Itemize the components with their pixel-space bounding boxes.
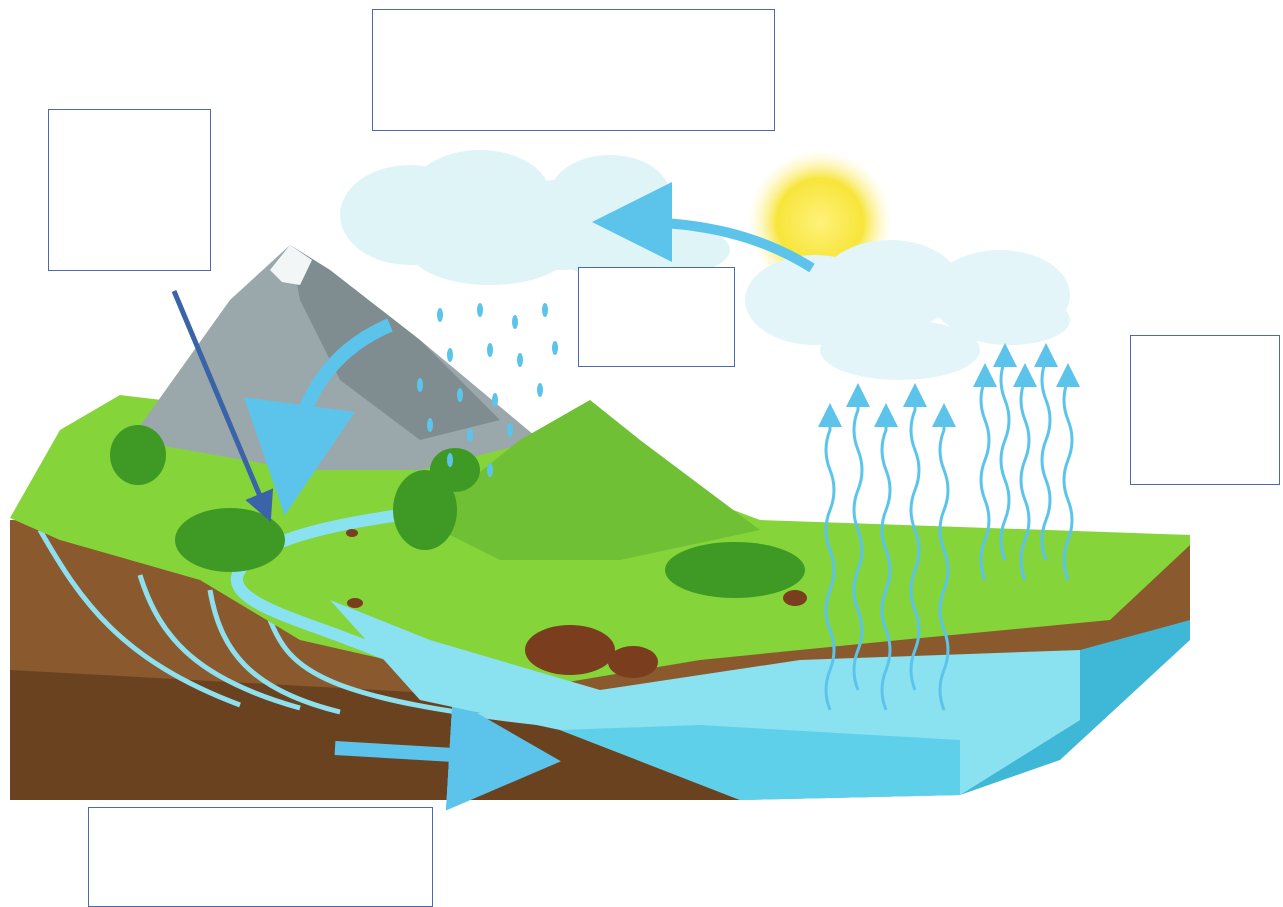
- mountain-shade: [290, 245, 500, 440]
- runoff-arrow: [243, 318, 393, 516]
- lake-deep: [560, 725, 960, 800]
- label-box-top-center[interactable]: [372, 9, 775, 131]
- rain-drops: [417, 303, 558, 477]
- groundwater-flow-arrow: [334, 698, 561, 811]
- condensation-arrow: [592, 182, 815, 273]
- evaporation-cloud: [745, 240, 1070, 380]
- label-box-center-under-clouds[interactable]: [578, 267, 735, 367]
- rocks: [346, 529, 807, 678]
- green-hill: [420, 400, 760, 560]
- evaporation-arrows: [818, 343, 1080, 711]
- pointer-arrow: [171, 290, 274, 522]
- trees: [110, 425, 805, 598]
- mountain-snowcap: [270, 245, 312, 285]
- rain-cloud: [340, 150, 730, 285]
- river: [231, 509, 562, 721]
- label-box-left-top[interactable]: [48, 109, 211, 271]
- label-box-bottom-left[interactable]: [88, 807, 433, 907]
- label-box-right[interactable]: [1130, 335, 1280, 485]
- lake-side: [960, 620, 1190, 795]
